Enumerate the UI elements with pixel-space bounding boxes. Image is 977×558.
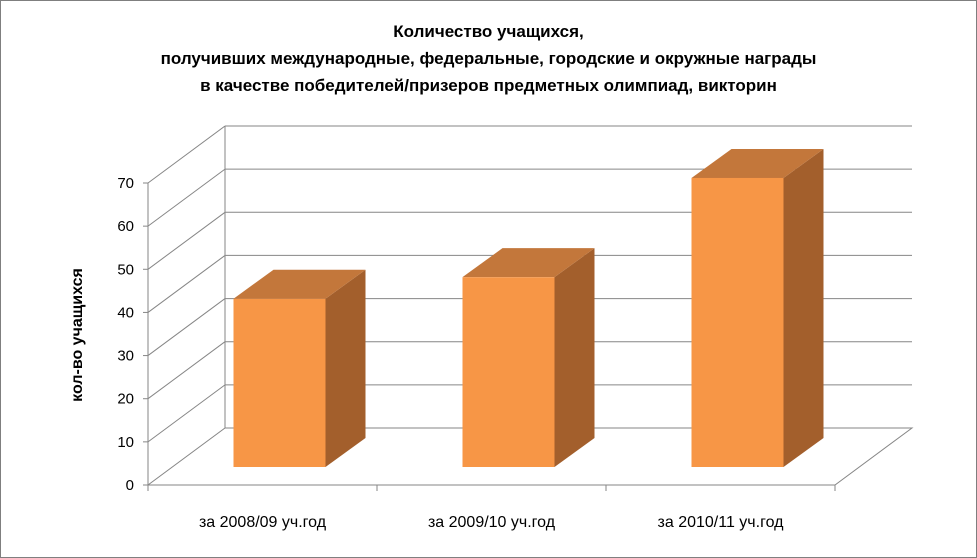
bar-top [691,148,824,178]
gridline-side [147,211,226,270]
bar-side [325,269,366,467]
bar-top [462,248,595,278]
title-line-2: получивших международные, федеральные, г… [160,49,817,68]
title-line-3: в качестве победителей/призеров предметн… [200,76,777,95]
bar-side [554,248,595,467]
y-tick-label: 20 [117,391,134,408]
bar-front [233,298,326,467]
gridline-side [147,341,226,400]
y-tick-label: 40 [117,304,134,321]
gridline-side [147,298,226,356]
gridline-side [147,384,226,443]
bar-front [462,277,555,467]
y-tick-label: 30 [117,348,134,365]
y-tick-label: 60 [117,218,134,235]
chart-title: Количество учащихся, получивших междунар… [0,18,977,99]
gridline-side [147,125,226,184]
gridline-side [147,168,226,227]
bar [233,269,366,467]
gridline-side [147,255,226,313]
bar-side [783,148,824,467]
chart-bars [233,148,824,467]
y-tick-label: 50 [117,261,134,278]
y-tick-label: 70 [117,175,134,192]
x-category-label: за 2009/10 уч.год [428,514,556,531]
bar [462,248,595,467]
chart-labels: 0 10 20 30 40 50 60 70 за 2008/09 уч.год за 2009/… [117,175,784,531]
x-category-label: за 2010/11 уч.год [658,514,785,531]
bar-front [691,177,784,467]
title-line-1: Количество учащихся, [393,22,584,41]
y-axis-label: кол-во учащихся [69,268,86,402]
bar [691,148,824,467]
y-tick-label: 10 [117,434,134,451]
chart-axes [143,182,836,491]
bar-top [233,269,366,299]
x-category-label: за 2008/09 уч.год [199,514,327,531]
y-tick-label: 0 [126,477,134,494]
